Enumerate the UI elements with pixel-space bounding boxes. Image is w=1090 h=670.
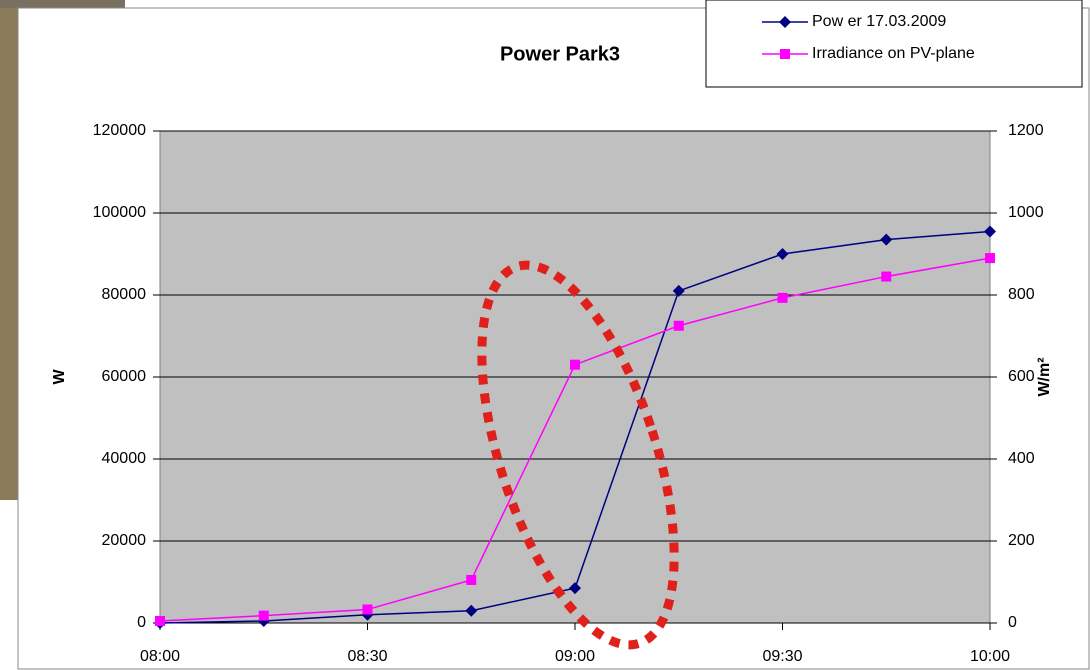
x-tick-label: 09:00 [555,648,595,665]
y2-tick-label: 800 [1008,286,1035,303]
y2-tick-label: 400 [1008,450,1035,467]
marker [259,611,269,621]
y2-tick-label: 0 [1008,614,1017,631]
y2-tick-label: 1000 [1008,204,1044,221]
y-tick-label: 120000 [93,122,146,139]
x-tick-label: 09:30 [762,648,802,665]
chart: Power Park3 W W/m² 020000400006000080000… [0,0,1090,670]
y-axis-label: W [51,369,68,385]
y2-tick-label: 600 [1008,368,1035,385]
marker [466,575,476,585]
y2-axis-label: W/m² [1036,357,1053,396]
x-tick-label: 08:00 [140,648,180,665]
y-tick-label: 100000 [93,204,146,221]
y-tick-label: 0 [137,614,146,631]
y-tick-label: 40000 [102,450,147,467]
legend-label: Pow er 17.03.2009 [812,13,946,30]
marker [778,293,788,303]
y2-tick-label: 200 [1008,532,1035,549]
legend-label: Irradiance on PV-plane [812,45,975,62]
marker [985,253,995,263]
background-photo [0,0,125,8]
background-photo [0,0,18,500]
marker [155,616,165,626]
y2-tick-label: 1200 [1008,122,1044,139]
x-tick-label: 10:00 [970,648,1010,665]
marker [881,272,891,282]
marker [570,360,580,370]
x-tick-label: 08:30 [347,648,387,665]
marker [363,604,373,614]
legend-marker [780,49,790,59]
y-tick-label: 60000 [102,368,147,385]
marker [674,321,684,331]
y-tick-label: 80000 [102,286,147,303]
chart-title: Power Park3 [500,43,620,65]
y-tick-label: 20000 [102,532,147,549]
